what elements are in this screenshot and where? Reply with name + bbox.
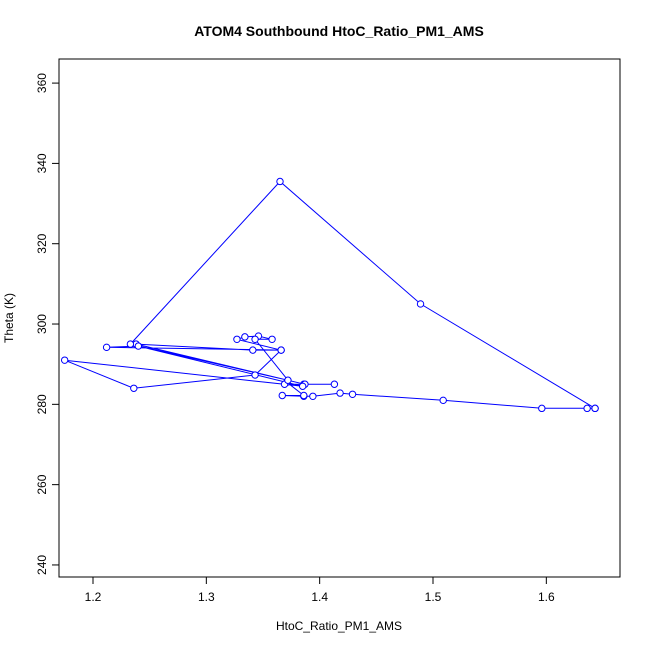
- data-point: [277, 346, 285, 354]
- data-point: [241, 333, 249, 341]
- x-tick-label: 1.3: [198, 590, 215, 604]
- data-point: [251, 371, 259, 379]
- data-point: [134, 342, 143, 350]
- data-point: [284, 376, 292, 384]
- data-point: [309, 392, 317, 401]
- data-point: [336, 389, 344, 397]
- data-point: [102, 343, 111, 352]
- data-point: [538, 404, 546, 413]
- data-point: [300, 391, 308, 400]
- data-point: [276, 177, 284, 186]
- data-point: [130, 384, 138, 392]
- data-point: [251, 335, 259, 343]
- y-tick-label: 320: [35, 233, 49, 253]
- y-axis: 240 260 280 300 320 340 360: [35, 73, 59, 575]
- y-tick-label: 340: [35, 153, 49, 173]
- series-line: [64, 180, 596, 409]
- y-tick-label: 260: [35, 474, 49, 494]
- data-point: [268, 335, 276, 343]
- x-tick-label: 1.6: [538, 590, 555, 604]
- x-axis: 1.2 1.3 1.4 1.5 1.6: [85, 577, 555, 604]
- y-tick-label: 300: [35, 314, 49, 334]
- x-tick-label: 1.2: [85, 590, 102, 604]
- plot-frame: [58, 58, 621, 578]
- data-point: [591, 404, 599, 413]
- data-point: [249, 346, 257, 354]
- data-point: [278, 391, 286, 400]
- x-axis-label: HtoC_Ratio_PM1_AMS: [276, 619, 402, 633]
- y-tick-label: 360: [35, 73, 49, 93]
- data-point: [233, 335, 241, 343]
- x-tick-label: 1.5: [425, 590, 442, 604]
- data-point: [330, 380, 339, 388]
- chart-title: ATOM4 Southbound HtoC_Ratio_PM1_AMS: [194, 23, 484, 39]
- data-point: [348, 390, 357, 398]
- data-point: [416, 300, 425, 308]
- data-point: [583, 404, 591, 413]
- y-axis-label: Theta (K): [2, 293, 16, 343]
- data-point: [126, 340, 135, 348]
- y-tick-label: 240: [35, 555, 49, 575]
- series-layer: [60, 177, 599, 413]
- data-point: [60, 356, 69, 364]
- y-tick-label: 280: [35, 394, 49, 414]
- x-tick-label: 1.4: [311, 590, 328, 604]
- data-point: [439, 396, 447, 405]
- data-point: [298, 382, 307, 390]
